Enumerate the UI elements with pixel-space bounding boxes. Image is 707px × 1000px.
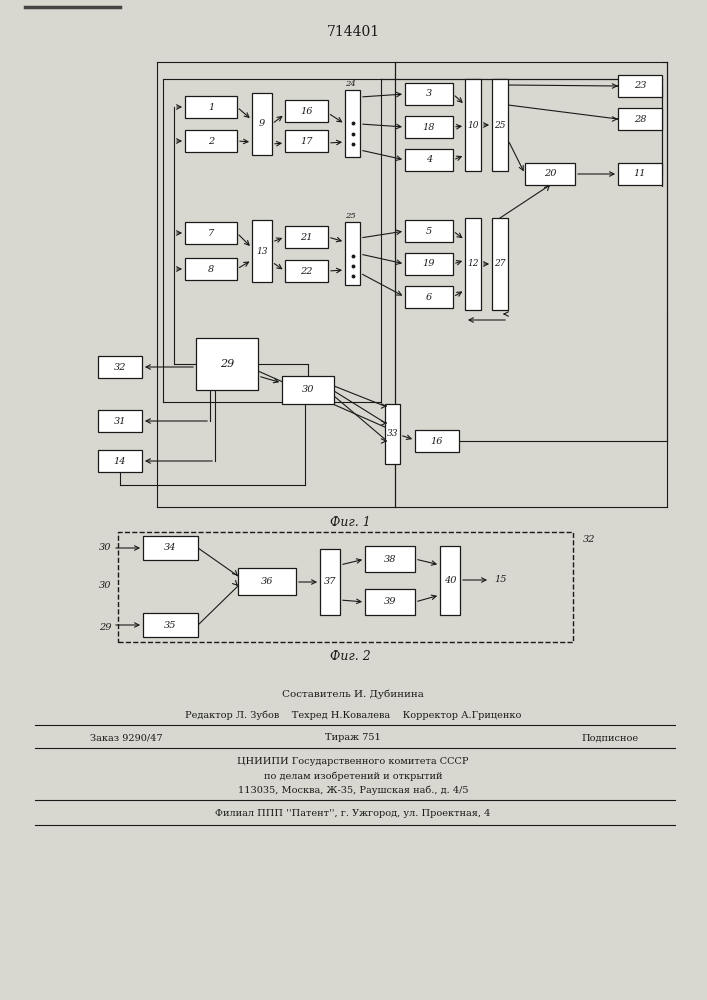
Bar (320, 549, 340, 615)
Text: 32: 32 (583, 536, 595, 544)
Text: 22: 22 (300, 266, 312, 275)
Bar (618, 108, 662, 130)
Text: Заказ 9290/47: Заказ 9290/47 (90, 734, 163, 742)
Bar (618, 163, 662, 185)
Text: 10: 10 (467, 120, 479, 129)
Text: 38: 38 (384, 554, 396, 564)
Bar (405, 286, 453, 308)
Bar (365, 589, 415, 615)
Text: ЦНИИПИ Государственного комитета СССР: ЦНИИПИ Государственного комитета СССР (238, 758, 469, 766)
Bar (98, 410, 142, 432)
Text: 33: 33 (387, 430, 398, 438)
Text: 714401: 714401 (327, 25, 380, 39)
Text: 7: 7 (208, 229, 214, 237)
Bar (525, 163, 575, 185)
Bar (98, 450, 142, 472)
Text: 27: 27 (494, 259, 506, 268)
Text: 32: 32 (114, 362, 127, 371)
Text: 25: 25 (344, 212, 356, 220)
Text: Тираж 751: Тираж 751 (325, 734, 381, 742)
Bar (440, 546, 460, 615)
Bar (282, 376, 334, 404)
Bar (143, 536, 198, 560)
Bar (285, 260, 328, 282)
Bar (143, 613, 198, 637)
Text: 30: 30 (99, 580, 111, 589)
Bar (185, 130, 237, 152)
Text: 30: 30 (302, 385, 314, 394)
Bar (196, 338, 258, 390)
Bar (492, 79, 508, 171)
Text: 28: 28 (633, 114, 646, 123)
Text: Составитель И. Дубинина: Составитель И. Дубинина (282, 689, 424, 699)
Bar (285, 100, 328, 122)
Bar (385, 404, 400, 464)
Text: 29: 29 (99, 624, 111, 633)
Bar (405, 83, 453, 105)
Text: 37: 37 (324, 578, 337, 586)
Text: 16: 16 (431, 436, 443, 446)
Bar (465, 79, 481, 171)
Bar (365, 546, 415, 572)
Text: 9: 9 (259, 119, 265, 128)
Text: 31: 31 (114, 416, 127, 426)
Text: 15: 15 (494, 576, 506, 584)
Bar (405, 149, 453, 171)
Text: 4: 4 (426, 155, 432, 164)
Text: 5: 5 (426, 227, 432, 235)
Text: 11: 11 (633, 169, 646, 178)
Text: 39: 39 (384, 597, 396, 606)
Text: 23: 23 (633, 82, 646, 91)
Text: Фиг. 2: Фиг. 2 (329, 650, 370, 662)
Bar (618, 75, 662, 97)
Bar (405, 220, 453, 242)
Bar (252, 93, 272, 155)
Text: 1: 1 (208, 103, 214, 111)
Text: 14: 14 (114, 456, 127, 466)
Text: Фиг. 1: Фиг. 1 (329, 516, 370, 530)
Text: 34: 34 (164, 544, 177, 552)
Text: 16: 16 (300, 106, 312, 115)
Bar (345, 222, 360, 285)
Text: 18: 18 (423, 122, 436, 131)
Text: 24: 24 (344, 80, 356, 88)
Bar (415, 430, 459, 452)
Bar (118, 532, 573, 642)
Text: 2: 2 (208, 136, 214, 145)
Bar (185, 222, 237, 244)
Text: 6: 6 (426, 292, 432, 302)
Text: 12: 12 (467, 259, 479, 268)
Text: 20: 20 (544, 169, 556, 178)
Bar (285, 130, 328, 152)
Text: по делам изобретений и открытий: по делам изобретений и открытий (264, 771, 443, 781)
Text: 8: 8 (208, 264, 214, 273)
Text: 13: 13 (256, 246, 268, 255)
Bar (405, 116, 453, 138)
Bar (98, 356, 142, 378)
Bar (185, 258, 237, 280)
Text: 40: 40 (444, 576, 456, 585)
Bar (238, 568, 296, 595)
Bar (465, 218, 481, 310)
Text: 29: 29 (220, 359, 234, 369)
Bar (252, 220, 272, 282)
Text: 36: 36 (261, 577, 273, 586)
Bar (492, 218, 508, 310)
Text: Подписное: Подписное (581, 734, 638, 742)
Text: 19: 19 (423, 259, 436, 268)
Bar (405, 253, 453, 275)
Text: 3: 3 (426, 90, 432, 99)
Bar (185, 96, 237, 118)
Text: Редактор Л. Зубов    Техред Н.Ковалева    Корректор А.Гриценко: Редактор Л. Зубов Техред Н.Ковалева Корр… (185, 710, 521, 720)
Text: 35: 35 (164, 620, 177, 630)
Text: 25: 25 (494, 120, 506, 129)
Text: Филиал ППП ''Патент'', г. Ужгород, ул. Проектная, 4: Филиал ППП ''Патент'', г. Ужгород, ул. П… (216, 810, 491, 818)
Text: 30: 30 (99, 542, 111, 552)
Bar (345, 90, 360, 157)
Text: 113035, Москва, Ж-35, Раушская наб., д. 4/5: 113035, Москва, Ж-35, Раушская наб., д. … (238, 785, 468, 795)
Text: 21: 21 (300, 232, 312, 241)
Text: 17: 17 (300, 136, 312, 145)
Bar (285, 226, 328, 248)
